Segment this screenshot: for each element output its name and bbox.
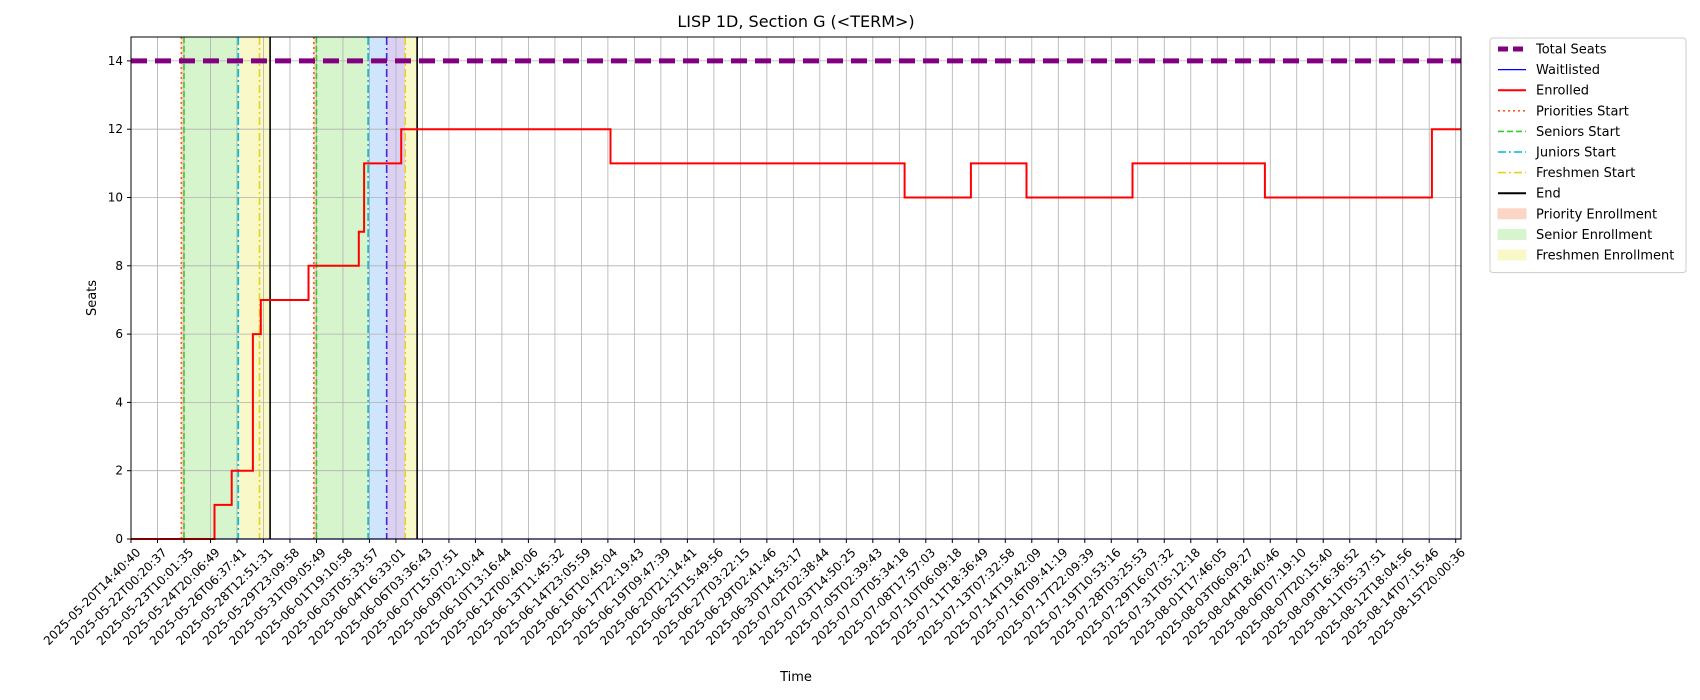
- y-tick-label: 10: [108, 191, 123, 205]
- legend-label: End: [1536, 187, 1561, 202]
- legend: Total Seats Waitlisted Enrolled Priorities …: [1489, 37, 1687, 274]
- y-tick-label: 6: [115, 327, 123, 341]
- x-axis-label: Time: [779, 670, 812, 685]
- chart-title: LISP 1D, Section G (<TERM>): [677, 12, 914, 31]
- legend-label: Total Seats: [1535, 43, 1607, 58]
- y-axis-label: Seats: [85, 280, 100, 316]
- enrollment-spans: [181, 37, 418, 539]
- y-tick-labels: 0 2 4 6 8 10 12 14: [108, 54, 123, 546]
- y-tick-label: 14: [108, 54, 123, 68]
- y-tick-label: 2: [115, 464, 123, 478]
- y-tick-label: 12: [108, 122, 123, 136]
- legend-label: Seniors Start: [1536, 125, 1620, 140]
- legend-label: Priorities Start: [1536, 104, 1629, 119]
- span-junior-enrollment: [368, 37, 387, 539]
- phase-markers: [180, 37, 418, 539]
- legend-label: Senior Enrollment: [1536, 228, 1652, 243]
- plot-frame: [130, 36, 1462, 540]
- legend-label: Freshmen Enrollment: [1536, 249, 1674, 264]
- y-tick-label: 4: [115, 395, 123, 409]
- legend-label: Priority Enrollment: [1536, 207, 1657, 222]
- span-senior-enrollment: [316, 37, 369, 539]
- span-priority-enrollment: [313, 37, 317, 539]
- span-priority-enrollment: [181, 37, 184, 539]
- legend-box: [1489, 37, 1687, 274]
- y-tick-label: 0: [115, 532, 123, 546]
- legend-swatch: [1497, 208, 1527, 220]
- span-freshmen-enrollment: [405, 37, 418, 539]
- legend-label: Freshmen Start: [1536, 166, 1635, 181]
- legend-label: Waitlisted: [1536, 63, 1600, 78]
- legend-label: Enrolled: [1536, 84, 1589, 99]
- span-freshmen-enrollment: [238, 37, 271, 539]
- span-senior-enrollment: [183, 37, 239, 539]
- axes: [127, 36, 1462, 543]
- y-tick-label: 8: [115, 259, 123, 273]
- legend-label: Juniors Start: [1535, 146, 1616, 161]
- legend-swatch: [1497, 228, 1527, 240]
- x-tick-labels: 2025-05-20T14:40:402025-05-22T00:20:3720…: [41, 545, 1468, 648]
- legend-swatch: [1497, 249, 1527, 261]
- series-enrolled: [131, 128, 1461, 540]
